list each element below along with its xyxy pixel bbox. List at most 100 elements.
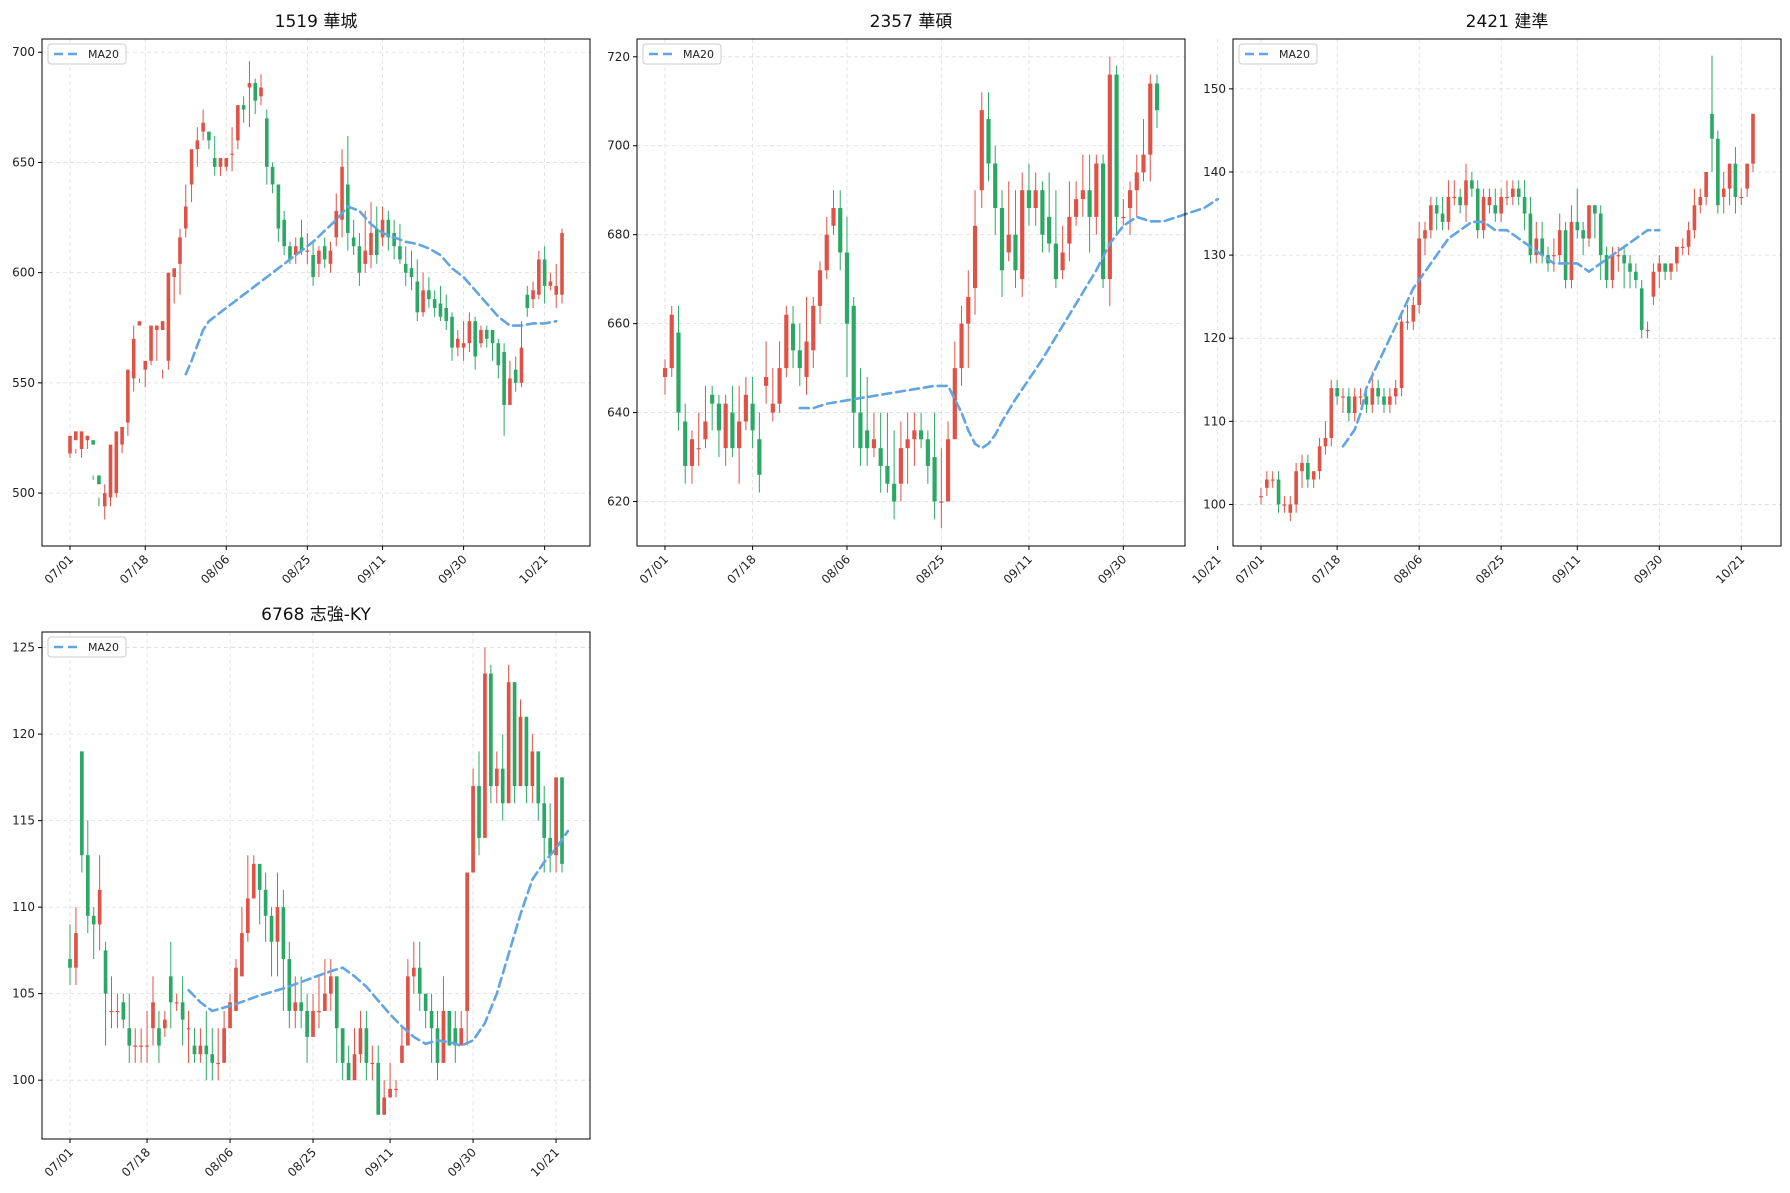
candle-body	[68, 435, 72, 454]
candle-body	[251, 863, 256, 899]
candle-body	[109, 1010, 114, 1013]
candle-body	[1060, 252, 1065, 271]
candle-body	[1259, 496, 1263, 498]
candle-body	[797, 350, 802, 369]
candle-body	[207, 131, 211, 141]
candle-body	[844, 252, 850, 324]
candle-body	[409, 268, 414, 278]
candle-body	[461, 343, 466, 348]
candle-body	[542, 259, 547, 286]
candle-body	[1100, 163, 1106, 280]
candle-body	[1026, 190, 1032, 208]
candle-body	[73, 431, 78, 441]
candle-body	[851, 305, 856, 413]
candle-body	[374, 228, 379, 256]
candle-body	[1087, 190, 1092, 217]
candle-body	[1013, 234, 1018, 271]
y-tick-label: 120	[12, 727, 35, 741]
candle-body	[346, 1062, 351, 1081]
candle-body	[1481, 196, 1486, 231]
candle-body	[1341, 396, 1345, 398]
candle-body	[1727, 163, 1732, 189]
candle-body	[1686, 230, 1691, 247]
candle-body	[502, 352, 506, 405]
y-tick-label: 120	[1203, 331, 1226, 345]
candle-body	[1639, 288, 1644, 330]
candle-body	[1033, 190, 1038, 208]
candle-body	[1475, 188, 1480, 231]
candle-body	[163, 1019, 167, 1029]
candle-body	[370, 1062, 375, 1065]
candle-body	[1505, 196, 1509, 199]
ma20-line	[187, 829, 570, 1047]
candle-body	[317, 250, 321, 264]
x-tick-label: 09/30	[435, 552, 469, 586]
candle-body	[400, 1045, 404, 1063]
candle-body	[151, 1002, 155, 1029]
candle-body	[204, 1045, 209, 1055]
candle-body	[1423, 230, 1427, 239]
candle-body	[1739, 196, 1744, 199]
candle-body	[85, 435, 90, 441]
candle-body	[275, 907, 280, 942]
candle-body	[97, 475, 101, 485]
candle-body	[186, 1028, 191, 1030]
candle-body	[1405, 321, 1410, 323]
candle-body	[180, 1002, 185, 1020]
candle-body	[1593, 205, 1597, 214]
legend-box	[47, 43, 127, 65]
candle-body	[518, 716, 523, 787]
y-tick-label: 105	[12, 987, 35, 1001]
candle-body	[157, 1028, 161, 1046]
candle-body	[1134, 172, 1139, 191]
candle-body	[85, 855, 90, 916]
candle-body	[1040, 190, 1045, 235]
candle-body	[160, 321, 165, 330]
candle-body	[1411, 304, 1416, 322]
candle-body	[198, 1045, 203, 1055]
candle-body	[441, 1010, 446, 1063]
candle-body	[230, 153, 234, 155]
candle-body	[945, 439, 951, 502]
y-tick-label: 140	[1203, 165, 1226, 179]
candle-body	[878, 448, 883, 466]
candle-body	[524, 716, 529, 787]
candle-body	[218, 158, 223, 167]
candle-body	[216, 1062, 221, 1065]
x-tick-label: 08/06	[198, 552, 232, 586]
x-tick-label: 07/01	[42, 1145, 76, 1179]
candle-body	[764, 377, 769, 386]
candle-body	[1020, 190, 1025, 280]
candle-body	[382, 1097, 387, 1115]
candle-body	[253, 83, 258, 101]
candle-body	[155, 325, 159, 330]
plot-frame	[41, 38, 591, 547]
candle-body	[459, 1028, 464, 1046]
candle-body	[484, 329, 489, 339]
candle-body	[357, 246, 362, 273]
y-tick-label: 700	[12, 45, 35, 59]
candle-body	[108, 444, 113, 498]
y-tick-label: 115	[12, 814, 35, 828]
x-tick-label: 08/06	[819, 552, 853, 586]
candle-body	[683, 421, 688, 466]
candle-body	[406, 976, 410, 1046]
x-tick-label: 08/25	[279, 552, 313, 586]
legend-label: MA20	[1279, 48, 1310, 61]
candle-body	[364, 1028, 369, 1063]
candle-body	[1534, 238, 1539, 256]
candle-body	[1511, 188, 1515, 197]
candle-body	[730, 412, 735, 449]
ma20-line	[184, 204, 558, 376]
candle-body	[293, 1002, 298, 1011]
y-tick-label: 720	[607, 50, 630, 64]
candle-body	[429, 1010, 434, 1029]
plot-frame	[1232, 38, 1782, 547]
candle-body	[1429, 205, 1433, 231]
candle-body	[1335, 388, 1339, 397]
candle-body	[1669, 263, 1673, 272]
candle-body	[689, 439, 695, 466]
candle-body	[91, 440, 95, 445]
candle-body	[195, 140, 200, 150]
